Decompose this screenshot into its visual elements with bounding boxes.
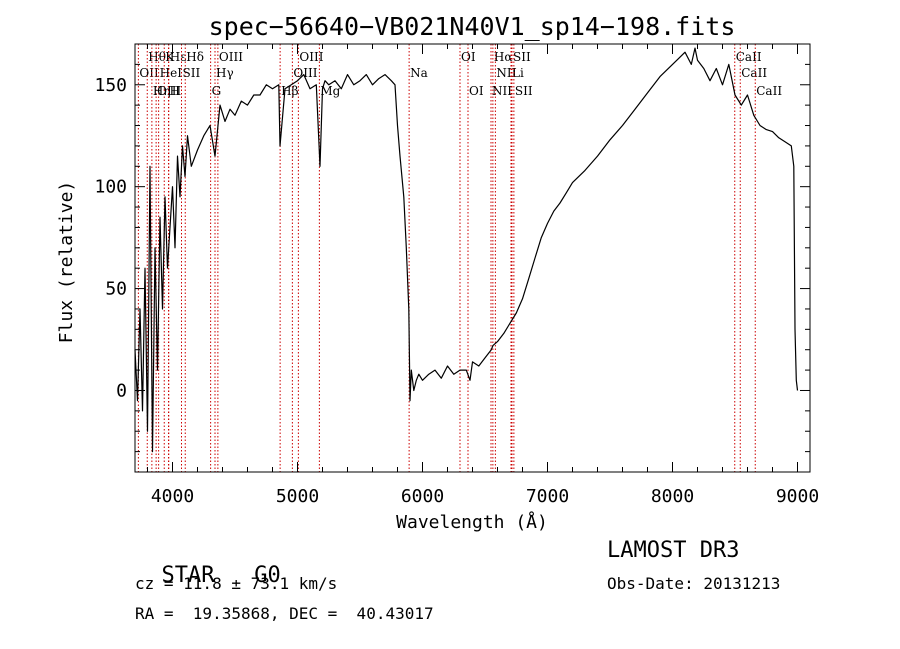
spectrum-line-0 <box>134 47 799 453</box>
line-marker-label-17: Li <box>512 66 524 80</box>
line-marker-label-12: SII <box>183 66 201 80</box>
x-tick-label-2: 6000 <box>401 486 444 507</box>
survey-label: LAMOST DR3 <box>607 538 740 563</box>
class-label: STAR <box>161 563 215 588</box>
x-axis-label: Wavelength (Å) <box>396 511 548 533</box>
line-marker-label-2: K <box>165 50 175 64</box>
line-marker-label-23: Hβ <box>281 84 298 98</box>
y-axis-label: Flux (relative) <box>56 181 77 344</box>
line-marker-label-15: Na <box>410 66 428 80</box>
line-marker-label-18: CaII <box>741 66 767 80</box>
y-tick-label-1: 50 <box>105 279 127 300</box>
x-tick-label-0: 4000 <box>151 486 194 507</box>
obs-date: Obs-Date: 20131213 <box>607 574 781 593</box>
y-tick-label-2: 100 <box>94 177 127 198</box>
x-tick-label-5: 9000 <box>776 486 819 507</box>
chart-title: spec−56640−VB021N40V1_sp14−198.fits <box>209 12 736 41</box>
line-marker-label-7: Hα <box>494 50 513 64</box>
line-marker-label-6: OI <box>461 50 476 64</box>
line-marker-label-3: Hδ <box>186 50 204 64</box>
line-marker-label-20: Hη <box>153 84 171 98</box>
line-marker-label-28: CaII <box>756 84 782 98</box>
x-tick-label-4: 8000 <box>651 486 694 507</box>
x-tick-label-1: 5000 <box>276 486 319 507</box>
y-tick-label-0: 0 <box>116 380 127 401</box>
line-marker-label-8: SII <box>513 50 531 64</box>
line-marker-label-27: SII <box>515 84 533 98</box>
line-marker-label-13: Hγ <box>216 66 234 80</box>
plot-frame <box>134 43 811 473</box>
line-marker-label-25: OI <box>469 84 484 98</box>
line-marker-label-4: OIII <box>219 50 243 64</box>
y-ticks: 0 50 100 150 <box>94 63 810 453</box>
line-marker-label-19: OIII <box>157 84 181 98</box>
line-marker-label-11: HeI <box>160 66 183 80</box>
line-marker-label-0: Hε <box>170 50 187 64</box>
line-marker-label-1: Hθ <box>148 50 166 64</box>
subclass-label: G0 <box>254 563 281 588</box>
line-marker-label-10: OII <box>139 66 159 80</box>
redshift-text: cz = 11.8 ± 73.1 km/s <box>135 574 338 593</box>
line-marker-label-9: CaII <box>736 50 762 64</box>
line-marker-label-21: H <box>170 84 180 98</box>
x-tick-label-3: 7000 <box>526 486 569 507</box>
line-marker-label-24: Mg <box>320 84 340 98</box>
line-marker-label-16: NII <box>496 66 516 80</box>
line-marker-label-14: OIII <box>293 66 317 80</box>
y-tick-label-3: 150 <box>94 75 127 96</box>
x-ticks: 4000 5000 6000 7000 8000 9000 <box>147 44 819 507</box>
series-group <box>134 47 799 453</box>
coordinates: RA = 19.35868, DEC = 40.43017 <box>135 604 434 623</box>
classification: STAR G0 <box>135 538 281 588</box>
line-marker-label-22: G <box>212 84 222 98</box>
line-marker-label-26: NII <box>492 84 512 98</box>
line-marker-label-5: OIII <box>299 50 323 64</box>
